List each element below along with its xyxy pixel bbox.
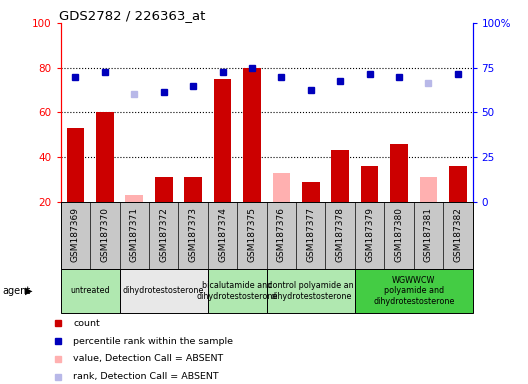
Bar xyxy=(420,177,437,202)
Text: value, Detection Call = ABSENT: value, Detection Call = ABSENT xyxy=(73,354,224,363)
Text: agent: agent xyxy=(3,286,31,296)
Text: bicalutamide and
dihydrotestosterone: bicalutamide and dihydrotestosterone xyxy=(196,281,278,301)
Bar xyxy=(67,128,84,202)
Text: WGWWCW
polyamide and
dihydrotestosterone: WGWWCW polyamide and dihydrotestosterone xyxy=(373,276,455,306)
Bar xyxy=(449,166,467,202)
Text: GSM187375: GSM187375 xyxy=(248,207,257,262)
Bar xyxy=(272,172,290,202)
Bar xyxy=(214,79,231,202)
Text: GSM187369: GSM187369 xyxy=(71,207,80,262)
Text: untreated: untreated xyxy=(70,286,110,295)
Text: GSM187377: GSM187377 xyxy=(306,207,315,262)
Bar xyxy=(126,195,143,202)
Text: GSM187379: GSM187379 xyxy=(365,207,374,262)
Text: GDS2782 / 226363_at: GDS2782 / 226363_at xyxy=(59,9,205,22)
Text: GSM187370: GSM187370 xyxy=(100,207,109,262)
Text: count: count xyxy=(73,319,100,328)
Text: GSM187378: GSM187378 xyxy=(336,207,345,262)
Text: GSM187372: GSM187372 xyxy=(159,207,168,262)
Bar xyxy=(155,177,173,202)
FancyBboxPatch shape xyxy=(355,269,473,313)
FancyBboxPatch shape xyxy=(61,269,119,313)
Bar xyxy=(390,144,408,202)
Text: GSM187380: GSM187380 xyxy=(394,207,403,262)
Bar xyxy=(302,182,319,202)
FancyBboxPatch shape xyxy=(208,269,267,313)
Text: GSM187374: GSM187374 xyxy=(218,207,227,262)
Bar xyxy=(332,150,349,202)
Text: GSM187381: GSM187381 xyxy=(424,207,433,262)
Bar xyxy=(184,177,202,202)
Text: percentile rank within the sample: percentile rank within the sample xyxy=(73,337,233,346)
Text: GSM187376: GSM187376 xyxy=(277,207,286,262)
FancyBboxPatch shape xyxy=(119,269,208,313)
Text: rank, Detection Call = ABSENT: rank, Detection Call = ABSENT xyxy=(73,372,219,381)
Bar xyxy=(361,166,379,202)
Text: dihydrotestosterone: dihydrotestosterone xyxy=(123,286,204,295)
FancyBboxPatch shape xyxy=(267,269,355,313)
Text: GSM187371: GSM187371 xyxy=(130,207,139,262)
Text: control polyamide an
dihydrotestosterone: control polyamide an dihydrotestosterone xyxy=(268,281,354,301)
Bar xyxy=(243,68,261,202)
Text: ▶: ▶ xyxy=(25,286,33,296)
Text: GSM187373: GSM187373 xyxy=(188,207,197,262)
Bar xyxy=(96,113,114,202)
Text: GSM187382: GSM187382 xyxy=(454,207,463,262)
